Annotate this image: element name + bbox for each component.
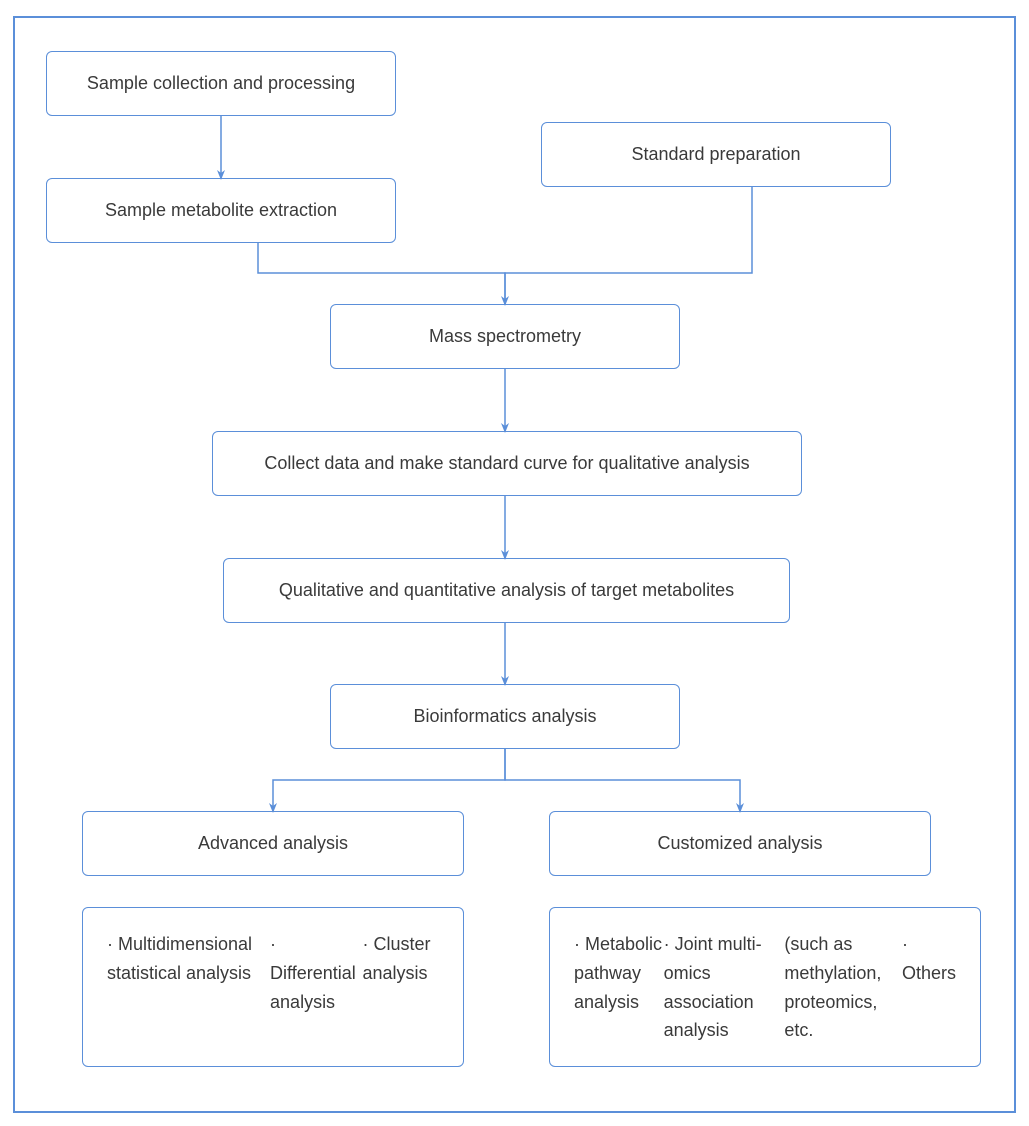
node-label: Customized analysis — [657, 833, 822, 854]
node-sample-collection: Sample collection and processing — [46, 51, 396, 116]
flowchart-canvas: Sample collection and processing Standar… — [0, 0, 1029, 1126]
node-label: Qualitative and quantitative analysis of… — [279, 580, 734, 601]
node-customized: Customized analysis — [549, 811, 931, 876]
node-label: Advanced analysis — [198, 833, 348, 854]
list-line: · Metabolic pathway analysis — [574, 930, 664, 1016]
node-label: Bioinformatics analysis — [413, 706, 596, 727]
node-mass-spec: Mass spectrometry — [330, 304, 680, 369]
node-collect-data: Collect data and make standard curve for… — [212, 431, 802, 496]
list-line: (such as methylation, proteomics, etc. — [784, 930, 902, 1045]
list-line: · Cluster analysis — [362, 930, 439, 988]
node-customized-details: · Metabolic pathway analysis· Joint mult… — [549, 907, 981, 1067]
list-line: · Multidimensional statistical analysis — [107, 930, 270, 988]
list-line: · Others — [902, 930, 956, 988]
node-label: Mass spectrometry — [429, 326, 581, 347]
list-line: · Joint multi-omics association analysis — [664, 930, 785, 1045]
node-label: Sample metabolite extraction — [105, 200, 337, 221]
node-advanced: Advanced analysis — [82, 811, 464, 876]
node-advanced-details: · Multidimensional statistical analysis·… — [82, 907, 464, 1067]
node-bioinformatics: Bioinformatics analysis — [330, 684, 680, 749]
list-line: · Differential analysis — [270, 930, 362, 1016]
node-standard-prep: Standard preparation — [541, 122, 891, 187]
node-sample-extraction: Sample metabolite extraction — [46, 178, 396, 243]
node-label: Collect data and make standard curve for… — [264, 453, 749, 474]
node-label: Standard preparation — [631, 144, 800, 165]
node-label: Sample collection and processing — [87, 73, 355, 94]
node-qual-quant: Qualitative and quantitative analysis of… — [223, 558, 790, 623]
